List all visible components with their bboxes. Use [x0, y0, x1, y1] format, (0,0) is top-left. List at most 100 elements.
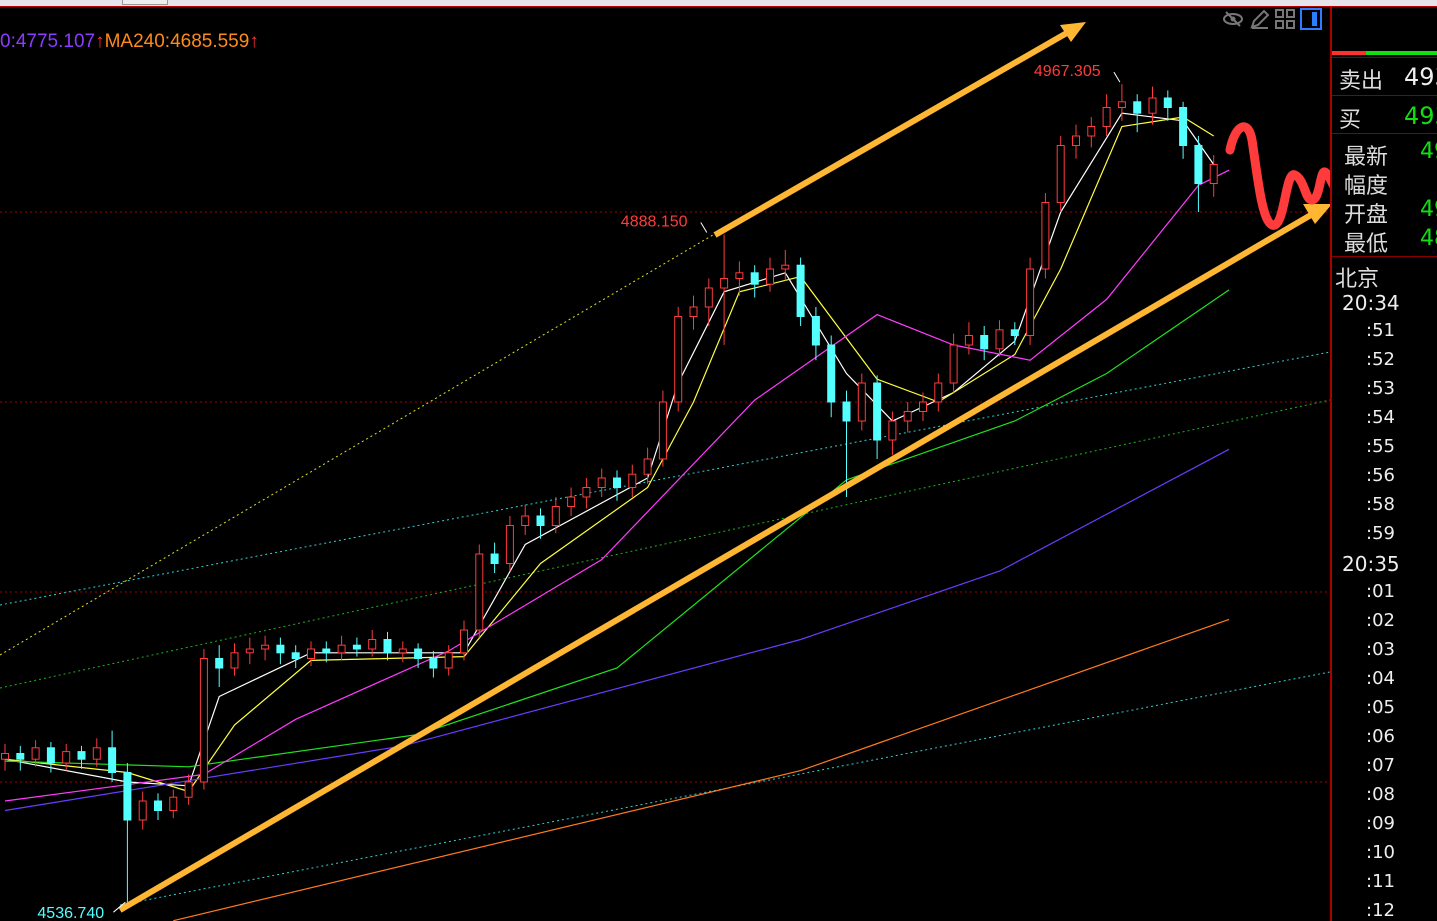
candle-body — [1, 753, 9, 760]
candle — [980, 326, 989, 361]
candle-body — [1087, 126, 1096, 137]
candle-body — [352, 644, 361, 650]
candle — [903, 402, 912, 433]
candle — [1179, 101, 1188, 159]
tick-time: 20:34 — [1342, 291, 1400, 315]
candle — [536, 508, 545, 539]
tick-time: :10 — [1366, 842, 1395, 863]
candle-body — [919, 401, 927, 412]
candle — [429, 650, 438, 678]
tab[interactable] — [122, 0, 168, 5]
candle-body — [1194, 145, 1203, 184]
candle — [460, 620, 468, 661]
candle — [1194, 136, 1203, 212]
lower-arrow-head — [1303, 204, 1330, 224]
candle-body — [368, 639, 377, 650]
annotation-arrows — [118, 22, 1330, 913]
ma-line — [4, 448, 1230, 812]
candle-body — [704, 287, 713, 308]
candle-body — [536, 515, 545, 526]
tick-time: :53 — [1366, 378, 1395, 399]
candle-body — [903, 411, 912, 422]
candle — [1056, 136, 1065, 212]
tick-time: :08 — [1366, 784, 1395, 805]
timezone-label: 北京 — [1335, 267, 1380, 292]
candle — [919, 392, 927, 421]
lower-arrow — [118, 209, 1318, 913]
candle — [1041, 193, 1050, 279]
window-top-bar — [0, 0, 1437, 7]
candle-body — [842, 401, 851, 422]
upper-arrow-head — [1060, 22, 1086, 42]
ma240-value: MA240:4685.559 — [104, 31, 250, 52]
candle — [934, 373, 943, 412]
candle-body — [276, 644, 285, 654]
candle — [689, 295, 698, 330]
candle — [658, 390, 667, 467]
candle-body — [199, 658, 208, 783]
candle-body — [1026, 268, 1035, 336]
candle-body — [689, 306, 698, 317]
up-arrow-icon: ↑ — [249, 31, 259, 52]
panel-toggle-icon[interactable] — [1300, 8, 1322, 30]
candle — [154, 793, 162, 820]
candle-body — [582, 487, 591, 498]
ma-line — [4, 289, 1230, 768]
candle — [1133, 94, 1142, 133]
candle — [597, 468, 606, 497]
candle-body — [92, 747, 101, 760]
sell-ratio-bar — [1332, 51, 1366, 55]
eye-hide-icon[interactable] — [1222, 8, 1244, 30]
candle — [1148, 86, 1157, 125]
candle-body — [62, 751, 71, 764]
candle-body — [796, 264, 805, 318]
grid-layout-icon[interactable] — [1274, 8, 1296, 30]
candle — [261, 635, 270, 661]
candle — [62, 744, 71, 771]
candle — [16, 745, 25, 771]
candle — [628, 464, 637, 497]
candle-body — [873, 382, 882, 441]
quote-label: 最低 — [1344, 232, 1389, 257]
candlestick-chart: 4888.150 4967.305 4536.740 — [0, 22, 1330, 921]
candle-body — [1179, 107, 1188, 146]
candle-body — [720, 278, 729, 289]
upper-arrow — [713, 27, 1074, 238]
quote-value: 48 — [1420, 226, 1437, 251]
candle — [383, 631, 392, 661]
candle-body — [245, 648, 254, 654]
candle-body — [934, 382, 943, 403]
tick-time: 20:35 — [1342, 552, 1400, 576]
candle-body — [490, 553, 499, 564]
yellow-dotted-trendline — [0, 231, 719, 656]
green-dotted-trendline — [0, 399, 1330, 689]
candle-body — [964, 335, 973, 346]
candle — [811, 307, 820, 361]
candle-body — [1117, 101, 1126, 109]
candle-body — [827, 344, 836, 403]
candle-body — [551, 506, 560, 526]
quote-label: 最新 — [1344, 145, 1389, 170]
candle-body — [475, 553, 484, 631]
ma-line — [173, 618, 1230, 921]
candle-body — [169, 796, 178, 812]
pencil-icon[interactable] — [1248, 8, 1270, 30]
candle-body — [1163, 97, 1172, 108]
candle-body — [1102, 107, 1111, 127]
price-annotation: 4536.740 — [37, 905, 104, 921]
candle-body — [307, 648, 315, 659]
ma-line — [4, 112, 1215, 787]
candle — [1010, 322, 1019, 345]
candle-body — [322, 648, 331, 654]
candle-body — [750, 272, 759, 285]
candle-body — [444, 652, 453, 669]
candle-body — [31, 747, 40, 760]
candle-body — [1209, 164, 1218, 184]
candle — [276, 637, 285, 665]
divider — [1332, 256, 1437, 257]
sell-label: 卖出 — [1339, 69, 1384, 94]
candle — [169, 789, 178, 819]
candle — [1087, 117, 1096, 148]
candle — [230, 643, 239, 676]
